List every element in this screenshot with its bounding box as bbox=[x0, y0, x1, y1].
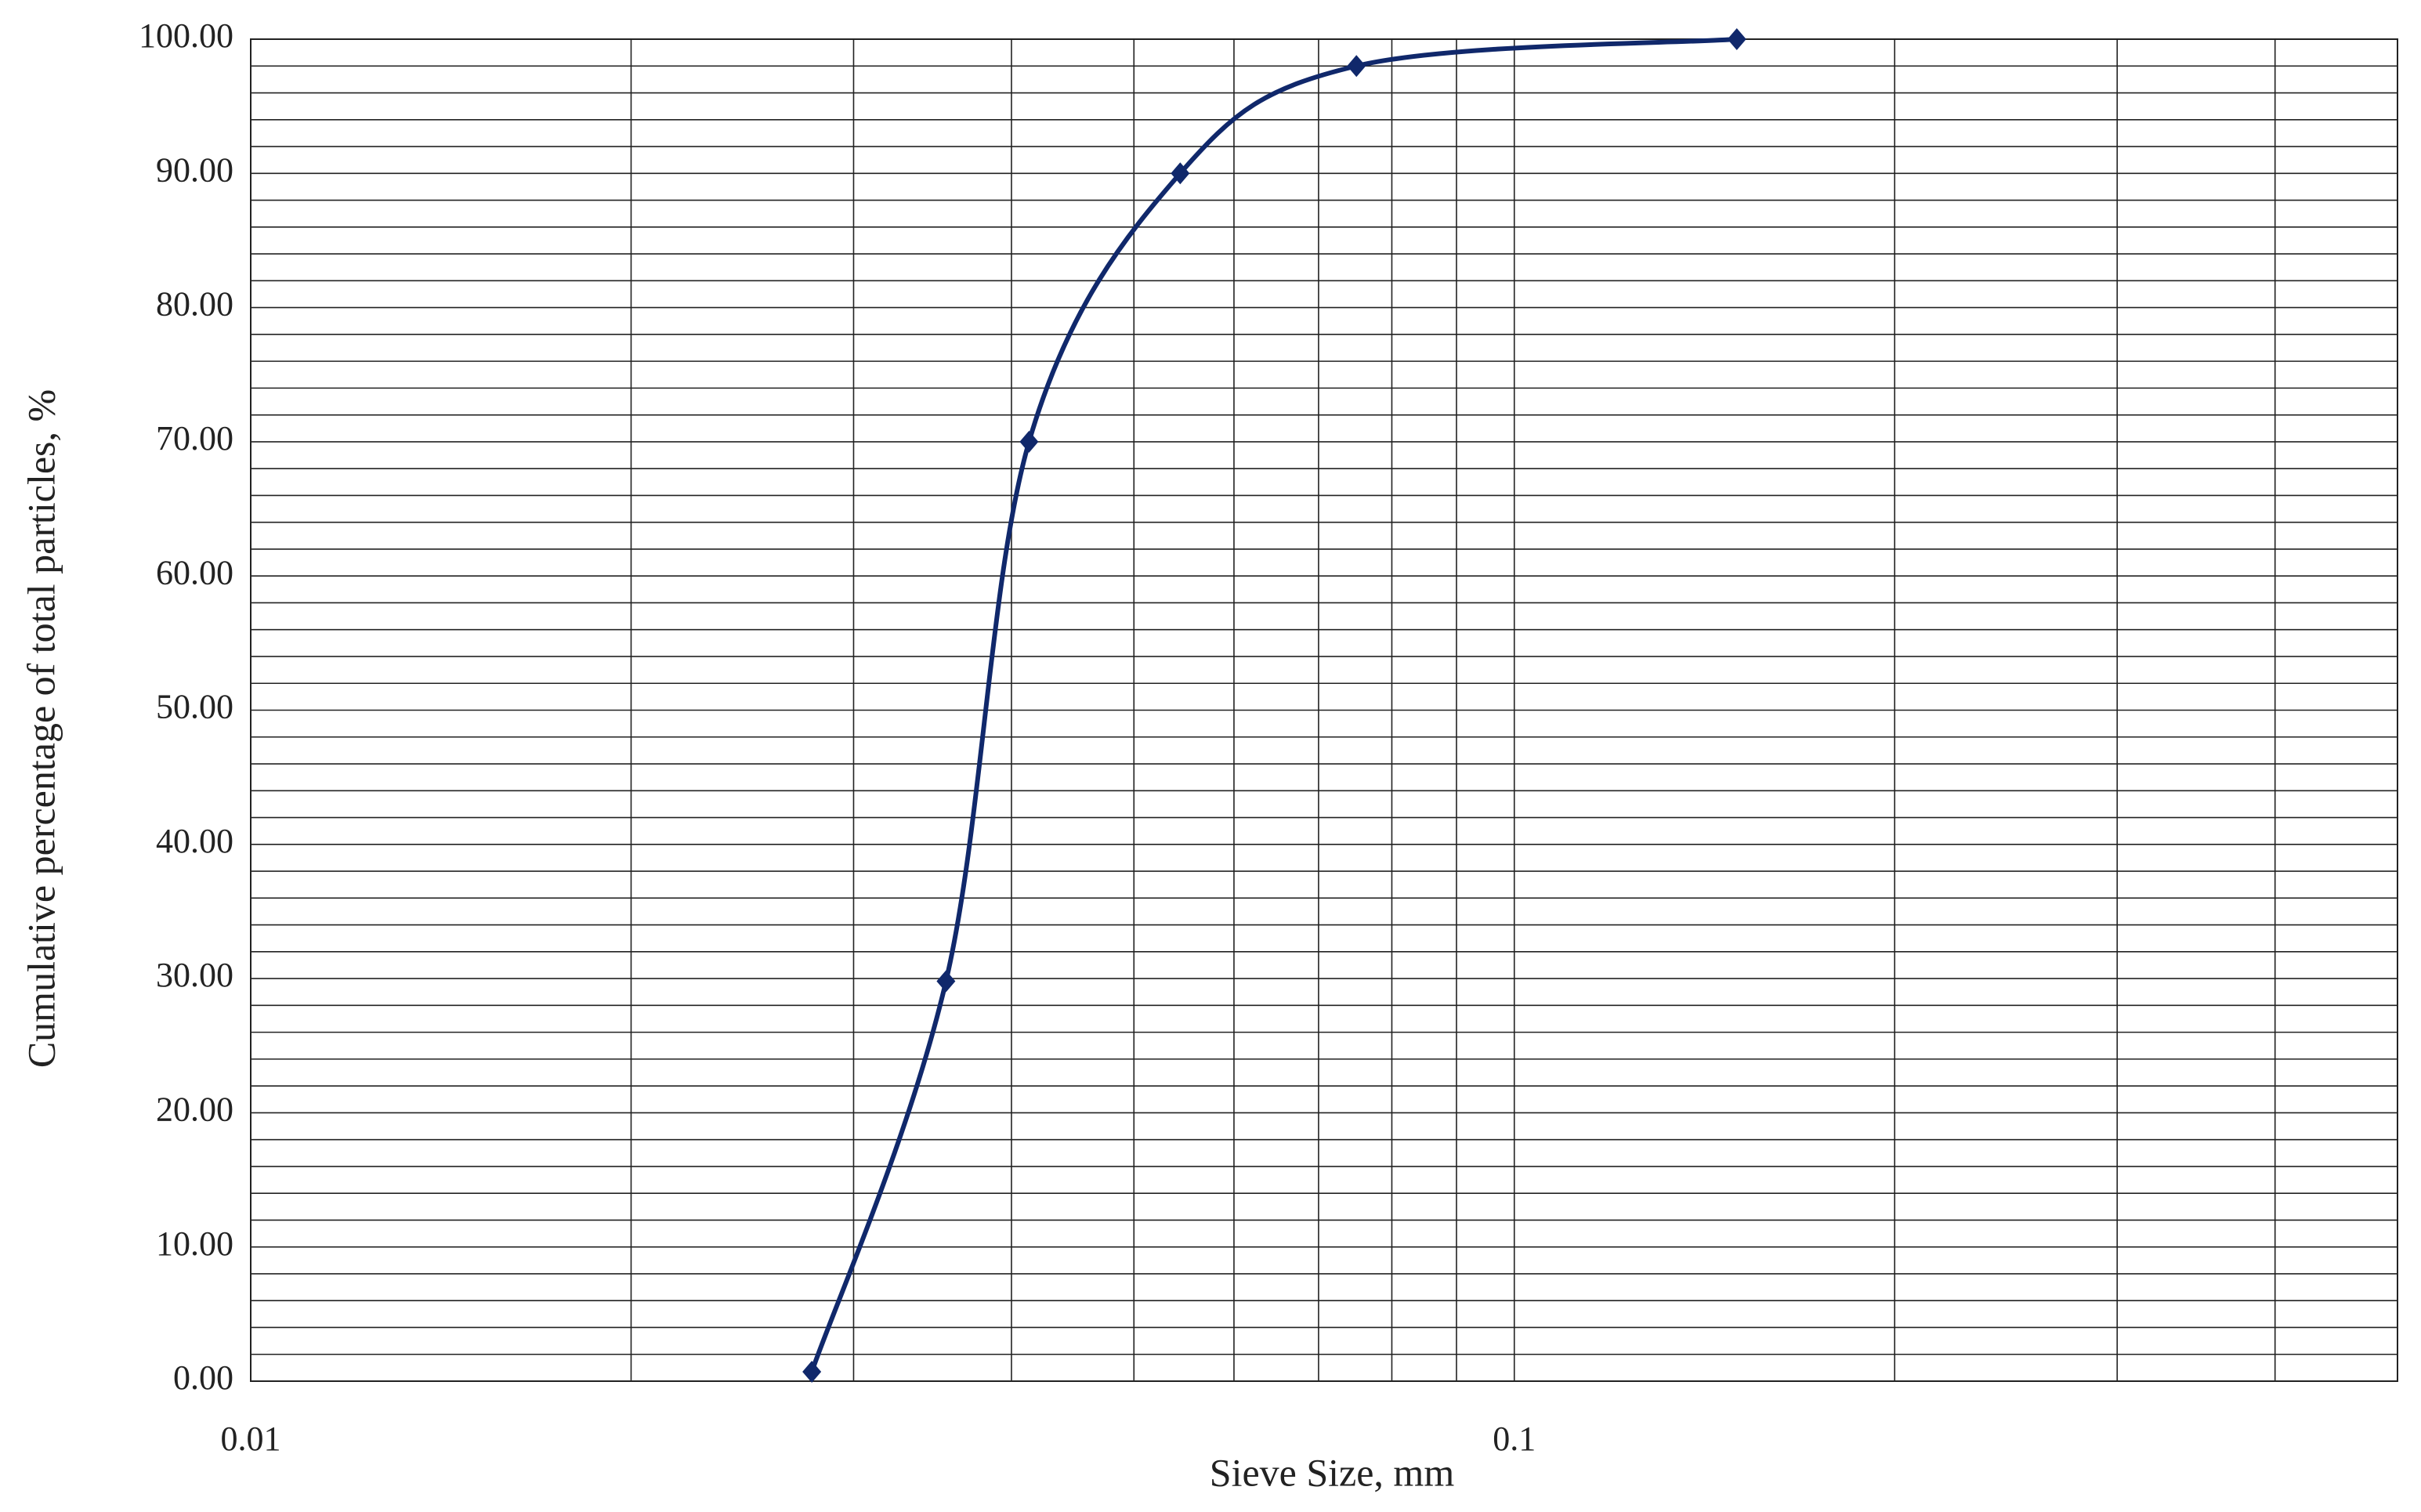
y-tick-label: 0.00 bbox=[173, 1358, 233, 1397]
y-tick-label: 70.00 bbox=[156, 419, 233, 458]
marker bbox=[1347, 55, 1366, 78]
y-tick-label: 40.00 bbox=[156, 822, 233, 860]
marker bbox=[1171, 162, 1190, 185]
y-tick-label: 20.00 bbox=[156, 1090, 233, 1128]
y-tick-label: 90.00 bbox=[156, 150, 233, 189]
y-tick-label: 30.00 bbox=[156, 956, 233, 994]
marker bbox=[802, 1361, 822, 1384]
y-axis-label: Cumulative percentage of total particles… bbox=[19, 389, 63, 1068]
plot-border bbox=[250, 38, 2398, 1382]
x-tick-label: 0.01 bbox=[221, 1420, 281, 1458]
line bbox=[809, 37, 1737, 1373]
y-tick-label: 10.00 bbox=[156, 1224, 233, 1263]
y-tick-label: 60.00 bbox=[156, 553, 233, 591]
x-tick-label: 0.1 bbox=[1493, 1420, 1536, 1458]
marker bbox=[936, 970, 956, 993]
x-axis-label: Sieve Size, mm bbox=[1210, 1450, 1455, 1494]
marker bbox=[1019, 430, 1039, 453]
y-tick-label: 50.00 bbox=[156, 688, 233, 726]
y-tick-label: 100.00 bbox=[139, 16, 233, 55]
marker bbox=[1727, 28, 1746, 50]
y-tick-label: 80.00 bbox=[156, 285, 233, 324]
